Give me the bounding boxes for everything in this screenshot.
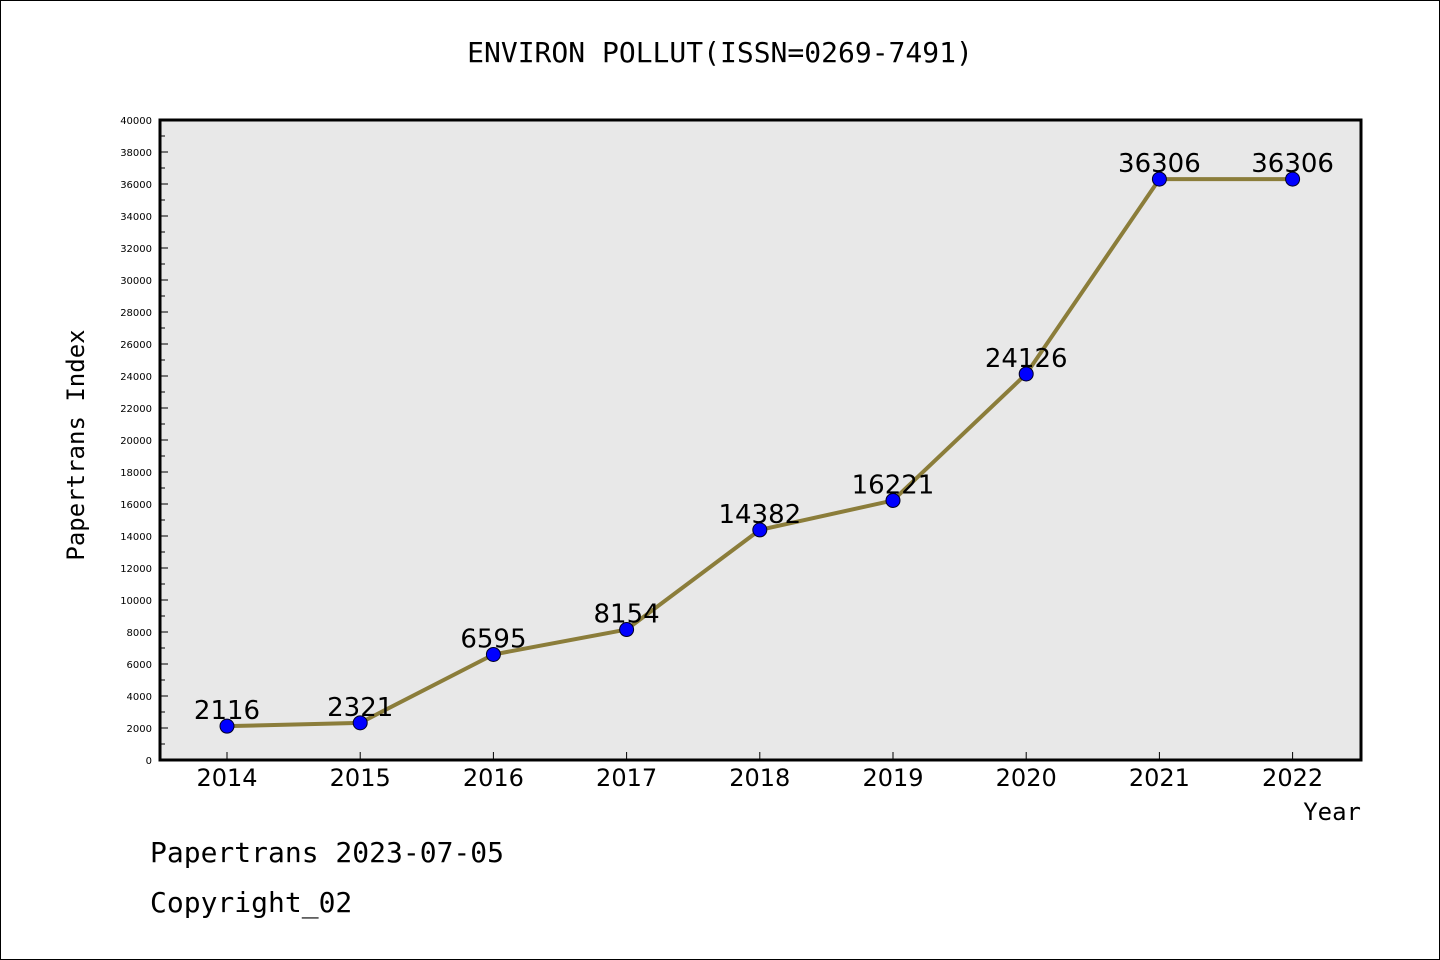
data-label: 8154 (594, 600, 660, 630)
data-label: 16221 (852, 470, 935, 500)
y-tick-label: 12000 (120, 564, 152, 575)
data-point (1285, 171, 1301, 187)
y-tick-label: 14000 (120, 532, 152, 543)
y-tick-label: 40000 (120, 116, 152, 127)
y-tick-label: 24000 (120, 372, 152, 383)
data-label: 14382 (718, 500, 801, 530)
y-tick-label: 20000 (120, 436, 152, 447)
x-tick-label: 2018 (729, 764, 790, 792)
y-axis-label: Papertrans Index (62, 329, 90, 560)
data-label: 24126 (985, 344, 1068, 374)
data-point (752, 522, 768, 538)
data-label: 2116 (194, 696, 260, 726)
y-tick-label: 8000 (127, 628, 152, 639)
data-point (352, 715, 368, 731)
data-point (1018, 366, 1034, 382)
data-point (219, 718, 235, 734)
y-tick-label: 6000 (127, 660, 152, 671)
y-tick-label: 28000 (120, 308, 152, 319)
x-tick-label: 2021 (1129, 764, 1190, 792)
y-tick-label: 16000 (120, 500, 152, 511)
data-point (485, 646, 501, 662)
y-tick-label: 32000 (120, 244, 152, 255)
y-tick-label: 2000 (127, 724, 152, 735)
data-label: 36306 (1118, 149, 1201, 179)
y-axis: 0 2000 4000 6000 8000 10000 12000 14000 16000 180… (120, 116, 168, 767)
y-tick-label: 18000 (120, 468, 152, 479)
data-markers (219, 171, 1301, 734)
footer-date: Papertrans 2023-07-05 (150, 836, 505, 869)
data-labels: 2116 2321 6595 8154 14382 16221 24126 36306 3630… (194, 149, 1334, 726)
y-tick-label: 34000 (120, 212, 152, 223)
x-axis: 2014 2015 2016 2017 2018 2019 2020 2021 2022 (196, 752, 1323, 792)
x-axis-label: Year (1303, 798, 1361, 826)
y-tick-label: 4000 (127, 692, 152, 703)
y-tick-label: 30000 (120, 276, 152, 287)
y-tick-label: 36000 (120, 180, 152, 191)
y-tick-label: 0 (146, 756, 152, 767)
data-label: 2321 (327, 693, 393, 723)
x-tick-label: 2015 (330, 764, 391, 792)
data-label: 6595 (460, 624, 526, 654)
x-tick-label: 2017 (596, 764, 657, 792)
footer-copyright: Copyright_02 (150, 886, 353, 919)
data-label: 36306 (1251, 149, 1334, 179)
data-point (619, 622, 635, 638)
y-tick-label: 26000 (120, 340, 152, 351)
x-tick-label: 2019 (862, 764, 923, 792)
plot-area (158, 118, 1363, 762)
data-point (885, 492, 901, 508)
y-tick-label: 38000 (120, 148, 152, 159)
data-point (1151, 171, 1167, 187)
y-tick-label: 22000 (120, 404, 152, 415)
x-tick-label: 2016 (463, 764, 524, 792)
x-tick-label: 2014 (196, 764, 257, 792)
y-tick-label: 10000 (120, 596, 152, 607)
x-tick-label: 2020 (996, 764, 1057, 792)
chart-title: ENVIRON POLLUT(ISSN=0269-7491) (467, 36, 973, 69)
x-tick-label: 2022 (1262, 764, 1323, 792)
